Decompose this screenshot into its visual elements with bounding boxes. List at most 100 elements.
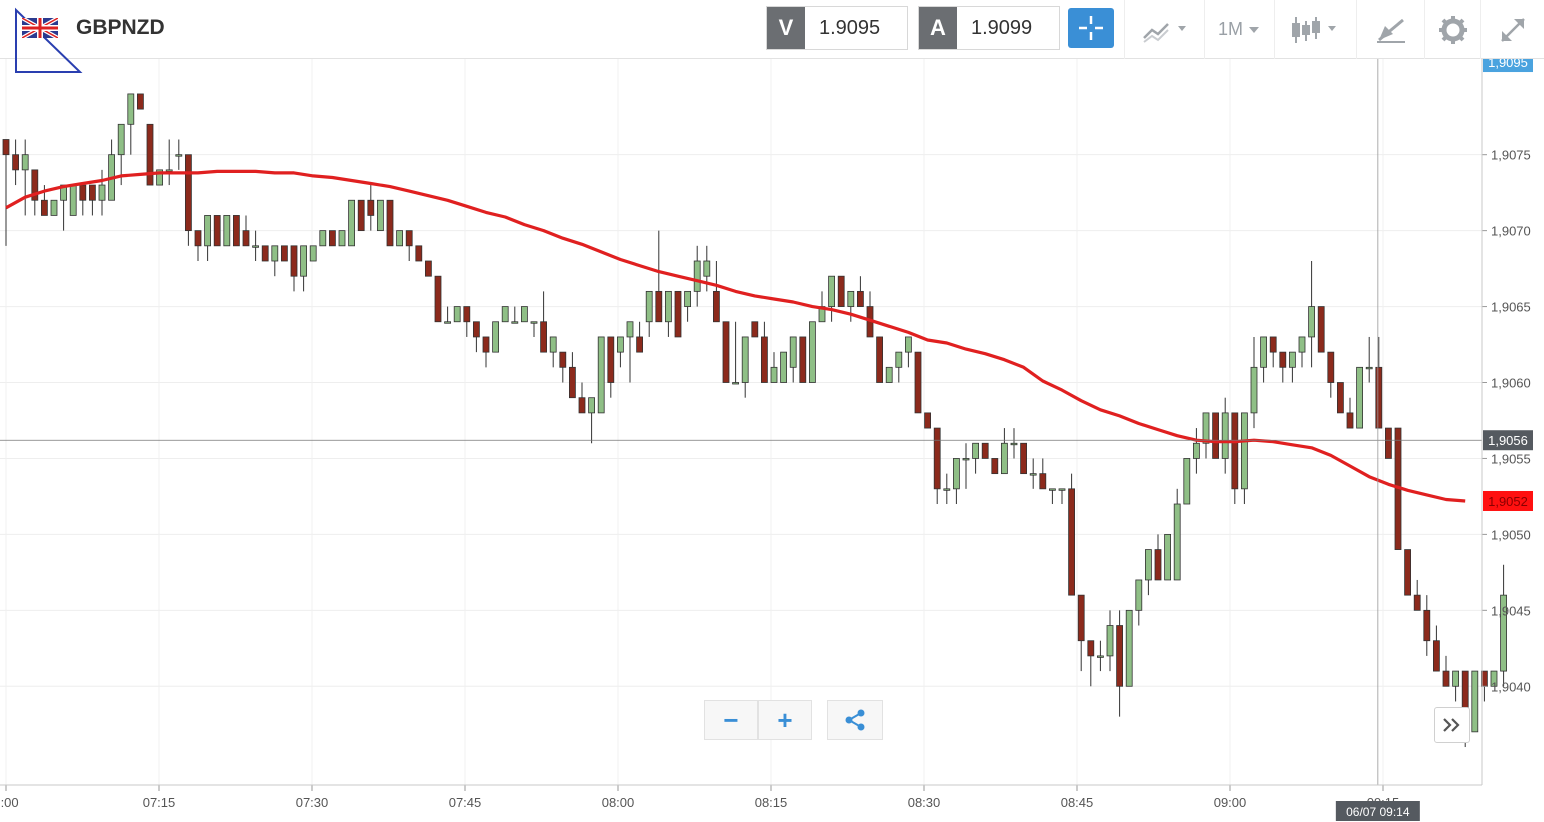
- candle: [1346, 397, 1354, 429]
- candles-button[interactable]: [1274, 0, 1356, 59]
- candle: [1039, 458, 1047, 490]
- draw-tools-button[interactable]: [1356, 0, 1424, 59]
- candle-body: [1125, 609, 1133, 687]
- x-tick-label: 08:00: [602, 795, 635, 810]
- candle: [1365, 336, 1373, 383]
- candle-body: [1500, 594, 1507, 672]
- candle: [761, 321, 768, 383]
- candle-body: [1154, 549, 1162, 581]
- candle-body: [1317, 306, 1325, 353]
- candle-body: [885, 366, 893, 383]
- candle: [367, 185, 375, 231]
- candle-body: [79, 184, 87, 201]
- candle-body: [1097, 655, 1104, 658]
- zoom-out-button[interactable]: −: [704, 700, 758, 740]
- settings-button[interactable]: [1424, 0, 1480, 59]
- candle-body: [549, 336, 557, 353]
- candle-body: [1375, 366, 1383, 429]
- crosshair-price-tag-bg: [1483, 430, 1533, 451]
- y-tick-label: 1,9070: [1491, 224, 1531, 239]
- y-tick-label: 1,9060: [1491, 376, 1531, 391]
- candle: [1212, 412, 1219, 459]
- candle: [588, 397, 595, 444]
- candle: [290, 245, 298, 292]
- candle: [1269, 336, 1277, 368]
- candle-body: [213, 215, 221, 247]
- candle-body: [703, 260, 711, 277]
- candle: [1125, 609, 1133, 687]
- candle-body: [857, 290, 864, 307]
- fullscreen-button[interactable]: [1480, 0, 1544, 59]
- candle: [809, 321, 816, 383]
- candle: [280, 245, 288, 262]
- candle: [828, 275, 835, 322]
- candle: [645, 290, 653, 337]
- x-tick-label: 07:30: [296, 795, 329, 810]
- candle-body: [319, 230, 327, 247]
- candle-body: [453, 306, 461, 323]
- candle-body: [300, 245, 308, 277]
- candle: [1260, 336, 1267, 383]
- scroll-to-latest-button[interactable]: [1434, 707, 1470, 743]
- candle-body: [674, 290, 682, 338]
- candle-body: [597, 336, 605, 414]
- candle-body: [981, 442, 989, 459]
- candle-body: [492, 321, 500, 353]
- candle-body: [588, 397, 595, 414]
- candle: [242, 215, 250, 247]
- candle-body: [636, 336, 643, 353]
- candle-body: [367, 199, 375, 216]
- candle: [1077, 594, 1085, 672]
- candle-body: [1433, 640, 1440, 672]
- candle: [1097, 640, 1104, 672]
- y-tick-label: 1,9050: [1491, 527, 1531, 542]
- candle: [866, 291, 874, 338]
- sell-button[interactable]: V 1.9095: [766, 6, 908, 50]
- zoom-in-button[interactable]: +: [758, 700, 812, 740]
- candle-body: [12, 154, 20, 171]
- timeframe-button[interactable]: 1M: [1204, 0, 1274, 59]
- candle-body: [1106, 625, 1114, 657]
- candle-body: [761, 336, 768, 383]
- candle: [530, 321, 538, 337]
- buy-button[interactable]: A 1.9099: [918, 6, 1060, 50]
- candle-body: [396, 230, 404, 247]
- candle-body: [1260, 336, 1267, 368]
- candle: [1106, 610, 1114, 672]
- candle-body: [41, 199, 48, 216]
- candle-body: [741, 336, 749, 383]
- candle-body: [1183, 458, 1191, 505]
- candle: [1135, 579, 1143, 626]
- candle: [463, 306, 471, 337]
- candle-body: [136, 93, 144, 110]
- candle-body: [847, 290, 855, 307]
- candle: [1001, 428, 1008, 475]
- chart-axes: 1,9075 1,9070 1,9065 1,9060 1,9055 1,9050 1,90…: [0, 59, 1531, 810]
- candle: [722, 321, 730, 383]
- candlestick-chart[interactable]: 1,90751,90701,90651,90601,90551,90501,90…: [0, 59, 1544, 822]
- candle-body: [1164, 533, 1171, 581]
- candle: [559, 351, 567, 383]
- candle-body: [569, 366, 576, 399]
- ma-price-tag: 1,9052: [1488, 494, 1528, 509]
- fast-forward-icon: [1443, 718, 1460, 732]
- chart-type-icon: [1142, 22, 1186, 43]
- crosshair-button[interactable]: [1068, 8, 1114, 48]
- candle: [319, 230, 327, 247]
- candle: [184, 154, 192, 246]
- candle-body: [578, 397, 586, 414]
- candle: [943, 473, 951, 505]
- candle: [89, 184, 96, 216]
- candle-body: [280, 245, 288, 262]
- candles-icon: [1291, 16, 1336, 43]
- candle-body: [1068, 488, 1075, 596]
- candle-body: [876, 336, 883, 383]
- candle-body: [204, 215, 212, 247]
- share-button[interactable]: [827, 700, 883, 740]
- chart-type-button[interactable]: [1124, 0, 1204, 59]
- candle: [1183, 458, 1191, 505]
- current-price-tag: 1,9095: [1488, 59, 1528, 70]
- candle-body: [1231, 412, 1239, 490]
- candle: [1490, 670, 1498, 687]
- candle: [453, 306, 461, 323]
